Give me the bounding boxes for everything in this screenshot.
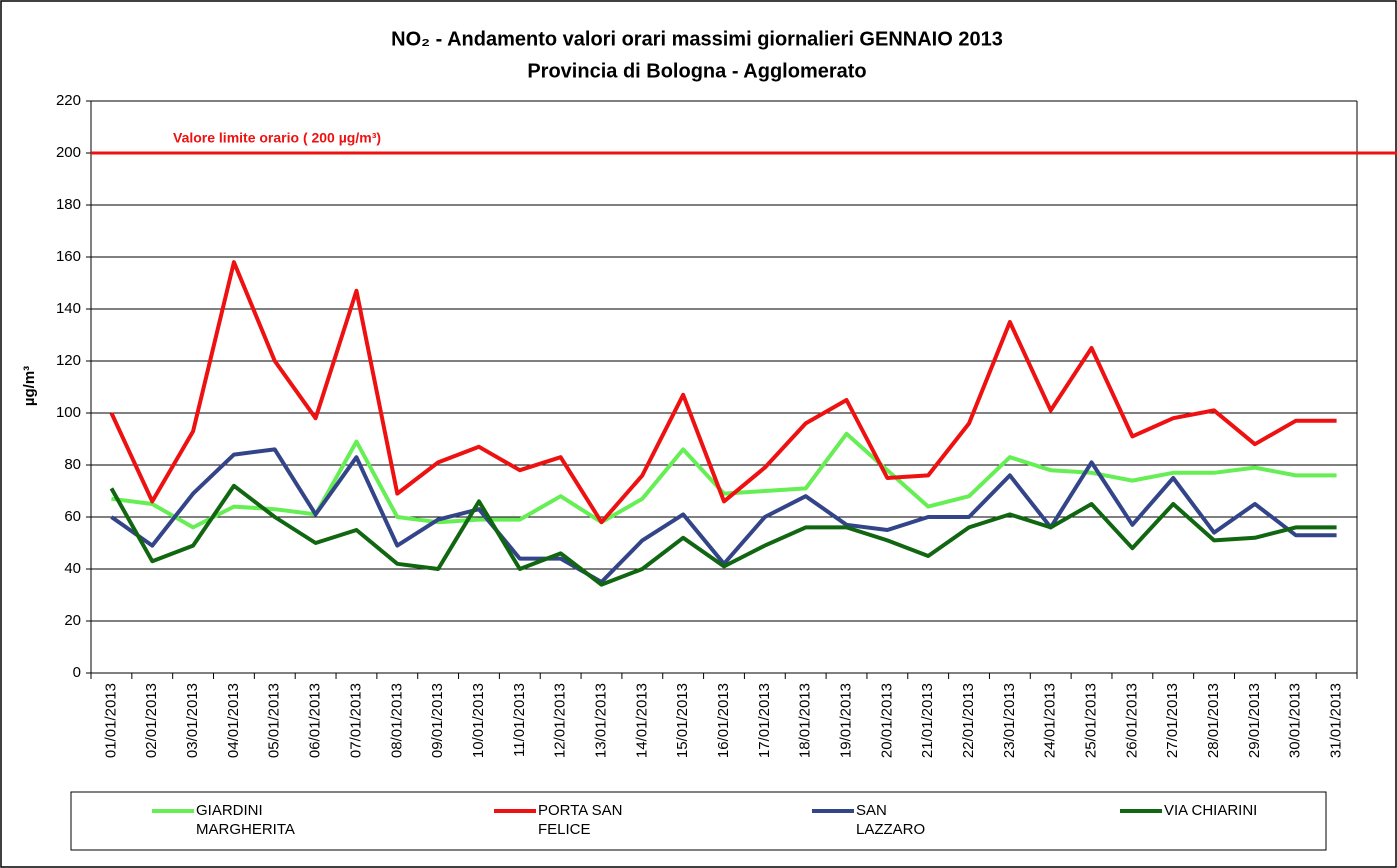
x-tick-label: 22/01/2013 xyxy=(960,683,977,758)
x-tick-label: 18/01/2013 xyxy=(797,683,814,758)
x-tick-label: 04/01/2013 xyxy=(225,683,242,758)
x-tick-label: 09/01/2013 xyxy=(429,683,446,758)
y-tick-label: 0 xyxy=(73,664,81,681)
x-tick-label: 23/01/2013 xyxy=(1001,683,1018,758)
y-tick-label: 80 xyxy=(64,456,81,473)
x-tick-label: 05/01/2013 xyxy=(266,683,283,758)
y-tick-label: 100 xyxy=(56,404,81,421)
y-axis-label: µg/m³ xyxy=(21,366,38,406)
x-tick-label: 30/01/2013 xyxy=(1287,683,1304,758)
y-tick-label: 120 xyxy=(56,352,81,369)
x-tick-label: 25/01/2013 xyxy=(1083,683,1100,758)
series-line xyxy=(109,260,1337,525)
x-tick-label: 03/01/2013 xyxy=(184,683,201,758)
x-tick-label: 24/01/2013 xyxy=(1042,683,1059,758)
y-tick-label: 200 xyxy=(56,144,81,161)
y-tick-label: 220 xyxy=(56,92,81,109)
x-tick-label: 07/01/2013 xyxy=(347,683,364,758)
legend-box xyxy=(70,791,1327,851)
x-tick-label: 15/01/2013 xyxy=(674,683,691,758)
y-tick-label: 180 xyxy=(56,196,81,213)
reference-label: Valore limite orario ( 200 µg/m³) xyxy=(173,130,381,146)
x-tick-label: 31/01/2013 xyxy=(1328,683,1345,758)
y-tick-label: 140 xyxy=(56,300,81,317)
y-tick-label: 160 xyxy=(56,248,81,265)
x-tick-label: 19/01/2013 xyxy=(837,683,854,758)
y-tick-label: 60 xyxy=(64,508,81,525)
x-tick-label: 02/01/2013 xyxy=(143,683,160,758)
x-tick-label: 17/01/2013 xyxy=(756,683,773,758)
legend-label: GIARDINI MARGHERITA xyxy=(196,802,295,838)
chart-title: NO₂ - Andamento valori orari massimi gio… xyxy=(391,28,1003,50)
x-tick-label: 06/01/2013 xyxy=(307,683,324,758)
x-tick-label: 12/01/2013 xyxy=(552,683,569,758)
x-tick-label: 01/01/2013 xyxy=(102,683,119,758)
x-tick-label: 13/01/2013 xyxy=(592,683,609,758)
x-tick-label: 20/01/2013 xyxy=(878,683,895,758)
x-tick-label: 16/01/2013 xyxy=(715,683,732,758)
series-line xyxy=(110,447,1337,584)
x-tick-label: 29/01/2013 xyxy=(1246,683,1263,758)
legend-label: SAN LAZZARO xyxy=(856,802,926,838)
x-tick-label: 27/01/2013 xyxy=(1164,683,1181,758)
x-tick-label: 28/01/2013 xyxy=(1205,683,1222,758)
x-tick-label: 11/01/2013 xyxy=(511,683,528,757)
x-tick-label: 08/01/2013 xyxy=(388,683,405,758)
y-tick-label: 40 xyxy=(64,560,81,577)
x-tick-label: 21/01/2013 xyxy=(919,683,936,758)
chart-subtitle: Provincia di Bologna - Agglomerato xyxy=(527,60,866,82)
legend-label: PORTA SAN FELICE xyxy=(538,802,623,838)
y-tick-label: 20 xyxy=(64,612,81,629)
series-line xyxy=(109,483,1337,587)
x-tick-label: 26/01/2013 xyxy=(1123,683,1140,758)
x-tick-label: 10/01/2013 xyxy=(470,683,487,758)
legend-label: VIA CHIARINI xyxy=(1164,802,1258,819)
x-tick-label: 14/01/2013 xyxy=(633,683,650,758)
